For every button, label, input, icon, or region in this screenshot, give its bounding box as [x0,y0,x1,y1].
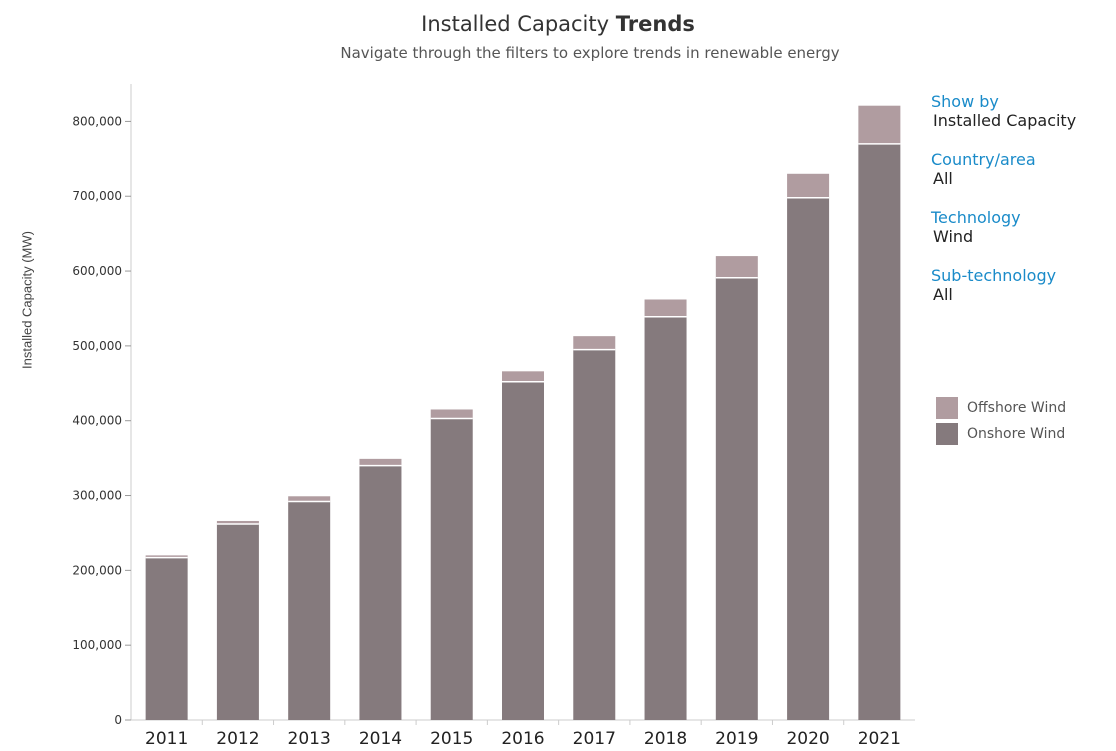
bar-onshore-2015 [430,418,473,720]
x-tick-label-2020: 2020 [786,729,829,749]
y-tick-label: 300,000 [72,489,122,503]
bar-onshore-2018 [644,316,687,720]
y-tick-label: 400,000 [72,414,122,428]
legend-swatch-offshore [936,397,958,419]
filter-panel: Show by Installed Capacity Country/area … [931,92,1116,324]
filter-show-by-label: Show by [931,92,999,111]
x-tick-label-2013: 2013 [288,729,331,749]
bar-offshore-2020 [787,173,830,198]
x-tick-label-2016: 2016 [501,729,544,749]
legend-item-offshore[interactable]: Offshore Wind [936,396,1066,420]
x-tick-label-2017: 2017 [573,729,616,749]
y-tick-label: 200,000 [72,563,122,577]
y-tick-label: 600,000 [72,264,122,278]
bar-onshore-2019 [715,277,758,720]
filter-show-by-value[interactable]: Installed Capacity [933,111,1077,130]
legend: Offshore Wind Onshore Wind [936,396,1066,448]
x-tick-label-2014: 2014 [359,729,402,749]
x-tick-label-2012: 2012 [216,729,259,749]
bar-onshore-2017 [573,349,616,720]
filter-technology-label: Technology [931,208,1021,227]
legend-item-onshore[interactable]: Onshore Wind [936,422,1066,446]
legend-label-offshore: Offshore Wind [967,400,1067,416]
bar-offshore-2015 [430,409,473,419]
bar-onshore-2014 [359,465,402,720]
chart-subtitle: Navigate through the filters to explore … [340,44,840,62]
y-tick-label: 700,000 [72,189,122,203]
y-tick-label: 800,000 [72,114,122,128]
x-tick-label-2021: 2021 [858,729,901,749]
x-tick-label-2011: 2011 [145,729,188,749]
filter-country-label: Country/area [931,150,1036,169]
bar-offshore-2017 [573,336,616,350]
legend-swatch-onshore [936,423,958,445]
x-tick-label-2018: 2018 [644,729,687,749]
bar-offshore-2012 [216,520,259,524]
bar-offshore-2019 [715,256,758,278]
y-tick-label: 0 [114,713,122,727]
bar-offshore-2016 [502,371,544,382]
filter-technology[interactable]: Technology Wind [931,208,1116,246]
bar-offshore-2021 [858,105,901,144]
filter-sub-technology[interactable]: Sub-technology All [931,266,1116,304]
bar-onshore-2020 [787,197,830,721]
bar-onshore-2013 [288,501,331,720]
filter-sub-technology-label: Sub-technology [931,266,1057,285]
chart-title-bold: Trends [615,12,695,36]
bar-offshore-2011 [145,555,188,558]
bar-offshore-2013 [288,496,331,502]
bar-onshore-2012 [216,523,259,720]
x-tick-label-2015: 2015 [430,729,473,749]
filter-sub-technology-value[interactable]: All [933,285,953,304]
filter-show-by[interactable]: Show by Installed Capacity [931,92,1116,130]
y-tick-label: 500,000 [72,339,122,353]
y-tick-label: 100,000 [72,638,122,652]
filter-country-value[interactable]: All [933,169,953,188]
filter-technology-value[interactable]: Wind [933,227,974,246]
bar-offshore-2018 [644,299,687,317]
bar-onshore-2011 [145,557,188,720]
bar-onshore-2021 [858,143,901,720]
legend-label-onshore: Onshore Wind [967,426,1066,442]
bar-offshore-2014 [359,458,402,466]
chart-title: Installed Capacity Trends [0,12,1116,36]
x-tick-label-2019: 2019 [715,729,758,749]
chart-title-regular: Installed Capacity [421,12,610,36]
bar-onshore-2016 [502,381,544,720]
filter-country[interactable]: Country/area All [931,150,1116,188]
